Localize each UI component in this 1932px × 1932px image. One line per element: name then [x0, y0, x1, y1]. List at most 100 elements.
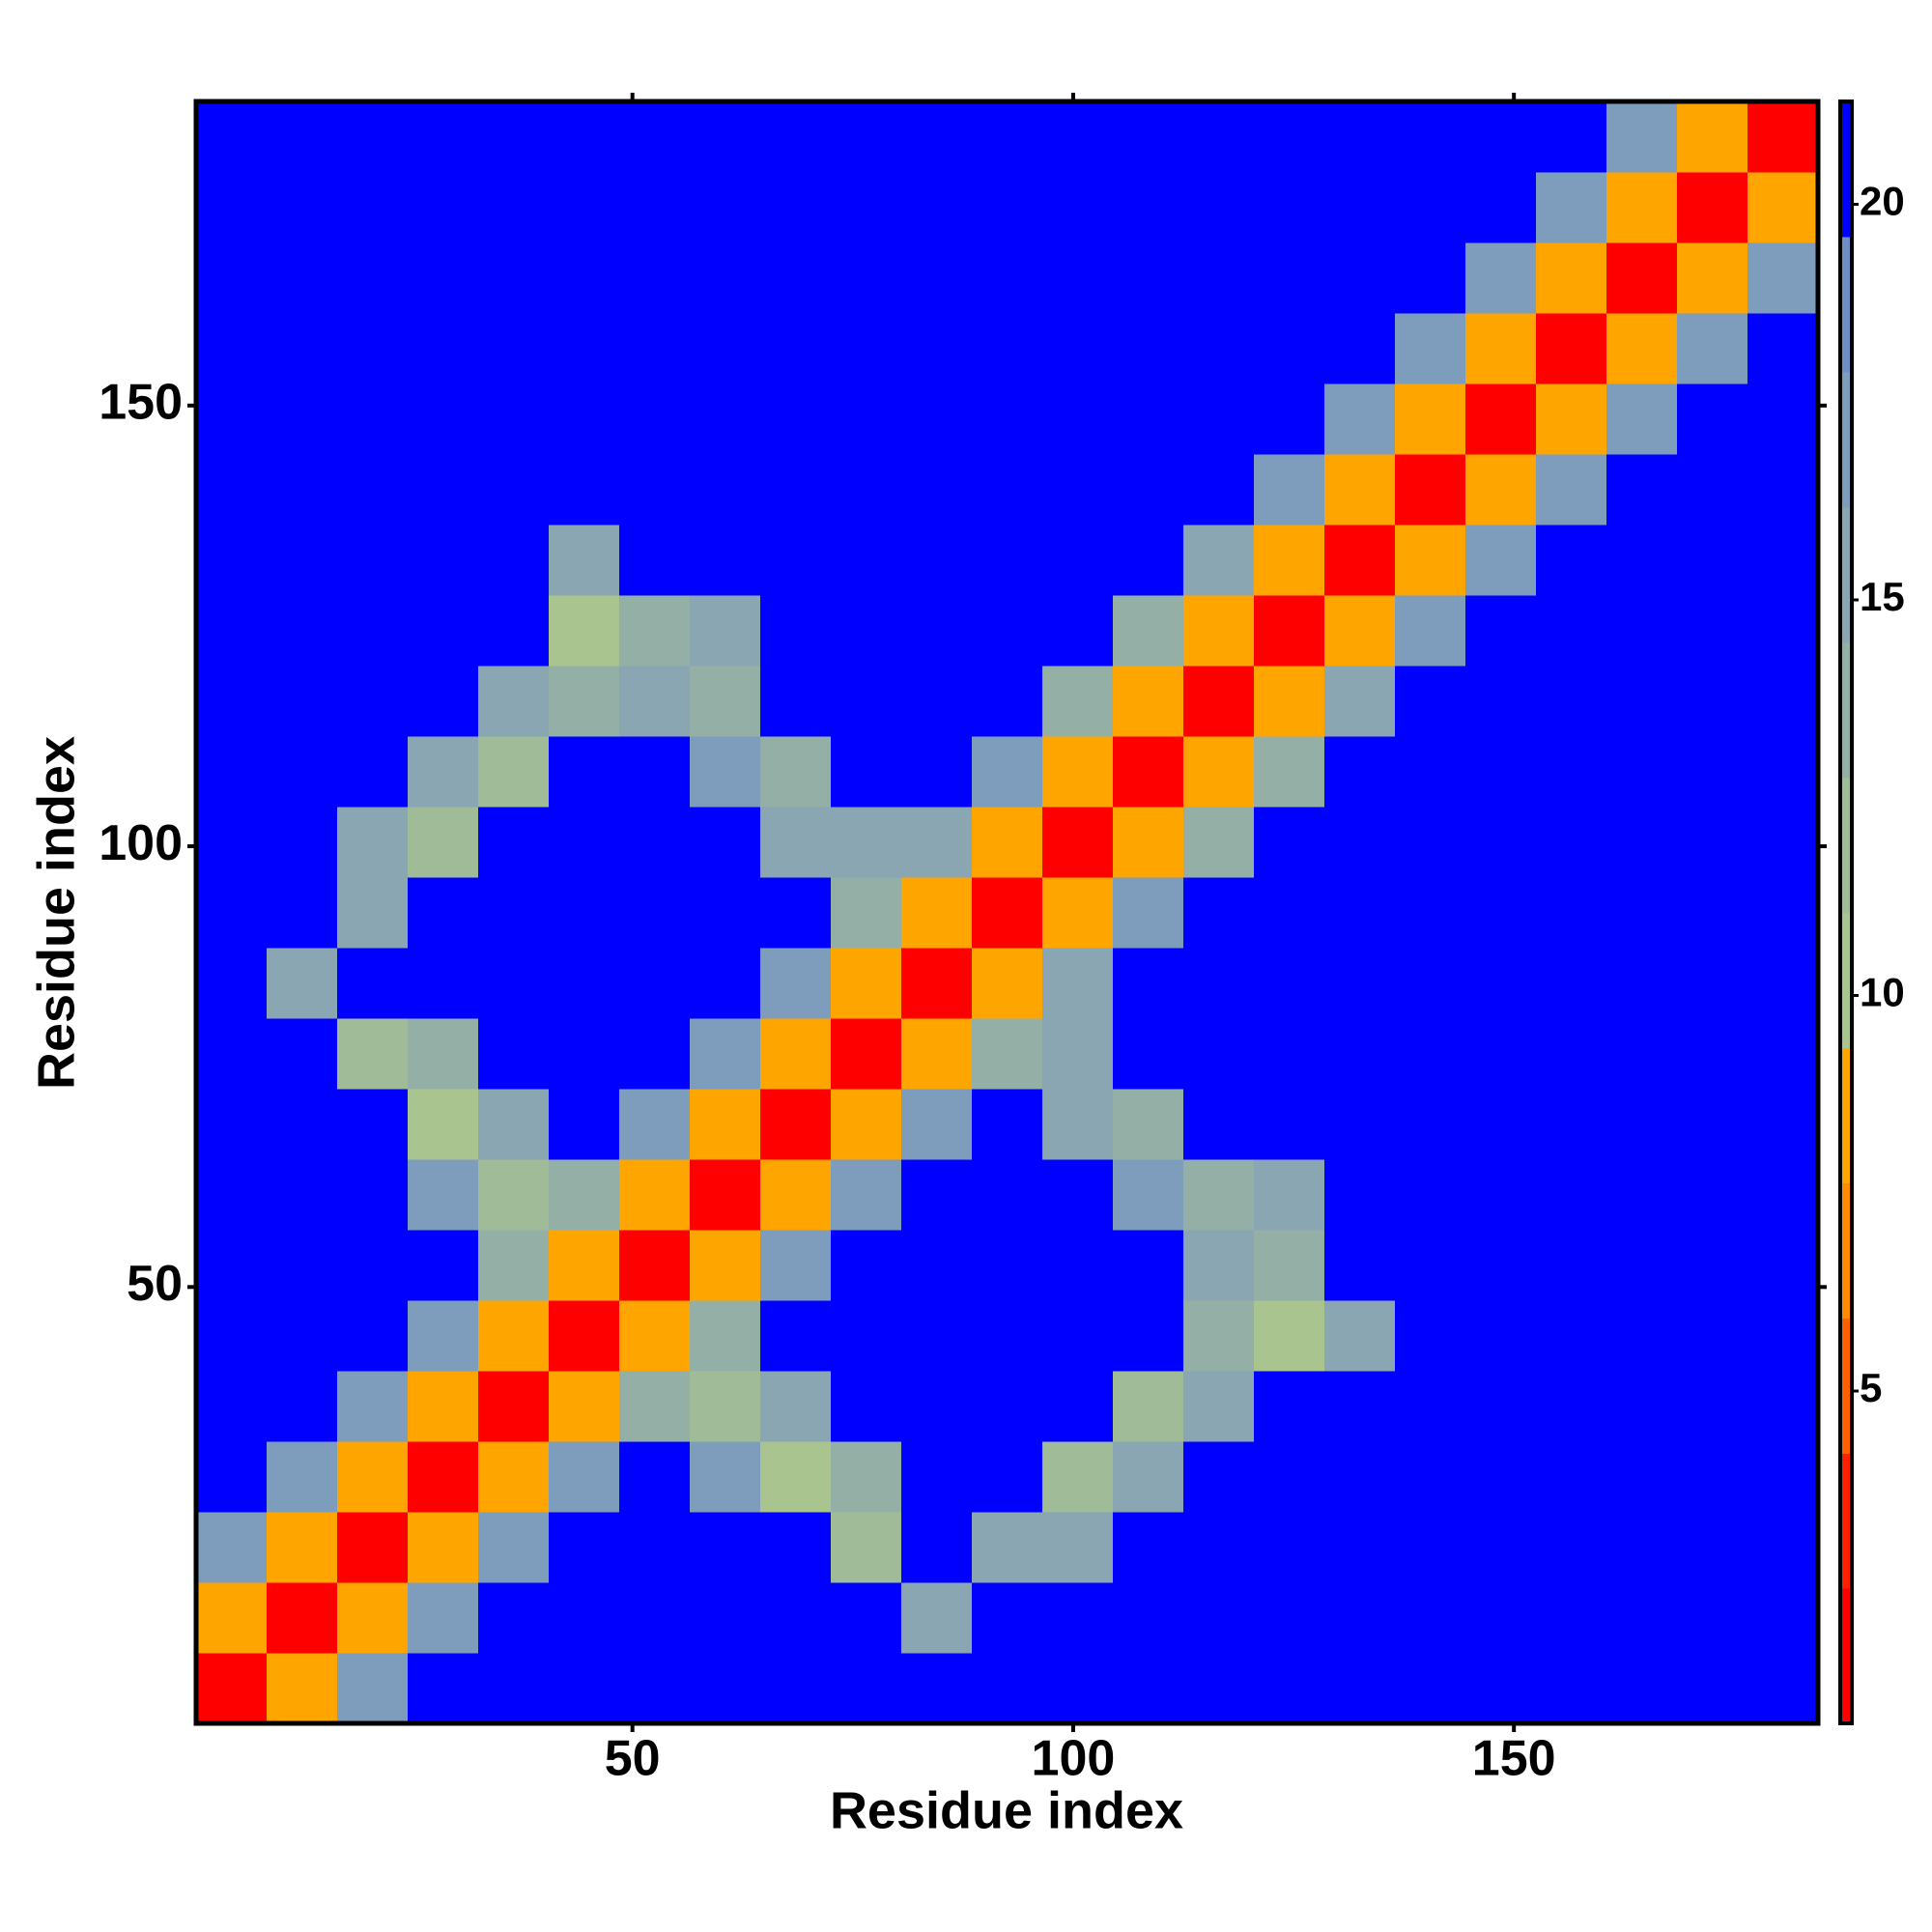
heatmap-cell [1677, 1089, 1748, 1160]
heatmap-cell [1042, 1371, 1114, 1442]
heatmap-cell [619, 877, 691, 949]
heatmap-cell [196, 1441, 268, 1513]
colorbar-tick-label: 20 [1860, 179, 1905, 224]
heatmap-cell [1465, 1159, 1537, 1231]
heatmap-cell [267, 1582, 338, 1654]
heatmap-cell [1324, 595, 1396, 667]
heatmap-cell [901, 313, 973, 384]
heatmap-cell [690, 525, 761, 596]
heatmap-cell [478, 948, 550, 1019]
heatmap-cell [690, 877, 761, 949]
heatmap-cell [1395, 384, 1466, 455]
heatmap-cell [337, 1371, 409, 1442]
heatmap-cell [760, 313, 832, 384]
heatmap-cell [1747, 1582, 1819, 1654]
heatmap-cell [1465, 877, 1537, 949]
heatmap-cell [408, 666, 479, 737]
heatmap-cell [1677, 242, 1748, 314]
colorbar-tick-label: 5 [1860, 1365, 1882, 1410]
heatmap-cell [337, 101, 409, 173]
heatmap-cell [619, 1018, 691, 1090]
heatmap-cell [1606, 172, 1678, 243]
heatmap-cell [1536, 1441, 1607, 1513]
heatmap-cell [1536, 454, 1607, 526]
heatmap-cell [337, 1653, 409, 1724]
heatmap-cell [1183, 1653, 1255, 1724]
heatmap-cell [478, 1371, 550, 1442]
heatmap-cell [1254, 1582, 1325, 1654]
heatmap-cell [760, 1018, 832, 1090]
heatmap-cell [1536, 101, 1607, 173]
y-tick-label: 50 [127, 1256, 183, 1312]
heatmap-cell [267, 1089, 338, 1160]
heatmap-cell [619, 736, 691, 808]
heatmap-cell [972, 101, 1043, 173]
heatmap-cell [901, 1089, 973, 1160]
heatmap-cell [760, 1653, 832, 1724]
heatmap-cell [619, 1089, 691, 1160]
heatmap-cell [1465, 807, 1537, 878]
heatmap-cell [267, 1512, 338, 1583]
heatmap-cell [408, 595, 479, 667]
heatmap-cell [1677, 948, 1748, 1019]
heatmap-cell [1113, 877, 1184, 949]
heatmap-cell [1183, 595, 1255, 667]
heatmap-cell [1254, 736, 1325, 808]
heatmap-cell [690, 595, 761, 667]
heatmap-cell [972, 807, 1043, 878]
colorbar-swatch [1840, 506, 1852, 643]
heatmap-cell [1536, 1230, 1607, 1301]
heatmap-cell [549, 948, 620, 1019]
heatmap-cell [267, 172, 338, 243]
heatmap-cell [1747, 948, 1819, 1019]
heatmap-cell [549, 807, 620, 878]
heatmap-cell [901, 877, 973, 949]
heatmap-cell [619, 172, 691, 243]
heatmap-cell [1324, 877, 1396, 949]
heatmap-cell [267, 313, 338, 384]
heatmap-cell [1465, 1230, 1537, 1301]
heatmap-cell [1677, 384, 1748, 455]
heatmap-cell [408, 1582, 479, 1654]
heatmap-cell [1183, 172, 1255, 243]
heatmap-cell [1395, 1512, 1466, 1583]
heatmap-cell [972, 666, 1043, 737]
heatmap-cell [1606, 313, 1678, 384]
heatmap-cell [196, 1159, 268, 1231]
heatmap-cell [1113, 736, 1184, 808]
heatmap-cell [1465, 666, 1537, 737]
heatmap-cell [1113, 242, 1184, 314]
heatmap-cell [1465, 384, 1537, 455]
heatmap-cell [1395, 666, 1466, 737]
heatmap-cell [1254, 384, 1325, 455]
heatmap-cell [1677, 454, 1748, 526]
heatmap-cell [1536, 736, 1607, 808]
heatmap-cell [1536, 1300, 1607, 1372]
heatmap-cell [1254, 525, 1325, 596]
heatmap-cell [690, 384, 761, 455]
heatmap-cell [1113, 1089, 1184, 1160]
heatmap-cell [1324, 1230, 1396, 1301]
heatmap-cell [1606, 242, 1678, 314]
heatmap-cell [1395, 172, 1466, 243]
heatmap-cell [408, 525, 479, 596]
heatmap-cell [408, 1371, 479, 1442]
heatmap-cell [1465, 172, 1537, 243]
heatmap-cell [549, 1582, 620, 1654]
heatmap-cell [478, 454, 550, 526]
heatmap-cell [1395, 877, 1466, 949]
heatmap-cell [619, 666, 691, 737]
heatmap-cell [760, 454, 832, 526]
heatmap-cell [1042, 172, 1114, 243]
heatmap-cell [478, 313, 550, 384]
heatmap-cell [1677, 1159, 1748, 1231]
heatmap-cell [408, 807, 479, 878]
heatmap-cell [196, 666, 268, 737]
heatmap-cell [1113, 1441, 1184, 1513]
heatmap-cell [619, 948, 691, 1019]
y-tick-label: 150 [99, 375, 183, 431]
heatmap-cell [1747, 172, 1819, 243]
heatmap-cell [901, 1512, 973, 1583]
heatmap-cell [267, 736, 338, 808]
heatmap-cell [1183, 1159, 1255, 1231]
